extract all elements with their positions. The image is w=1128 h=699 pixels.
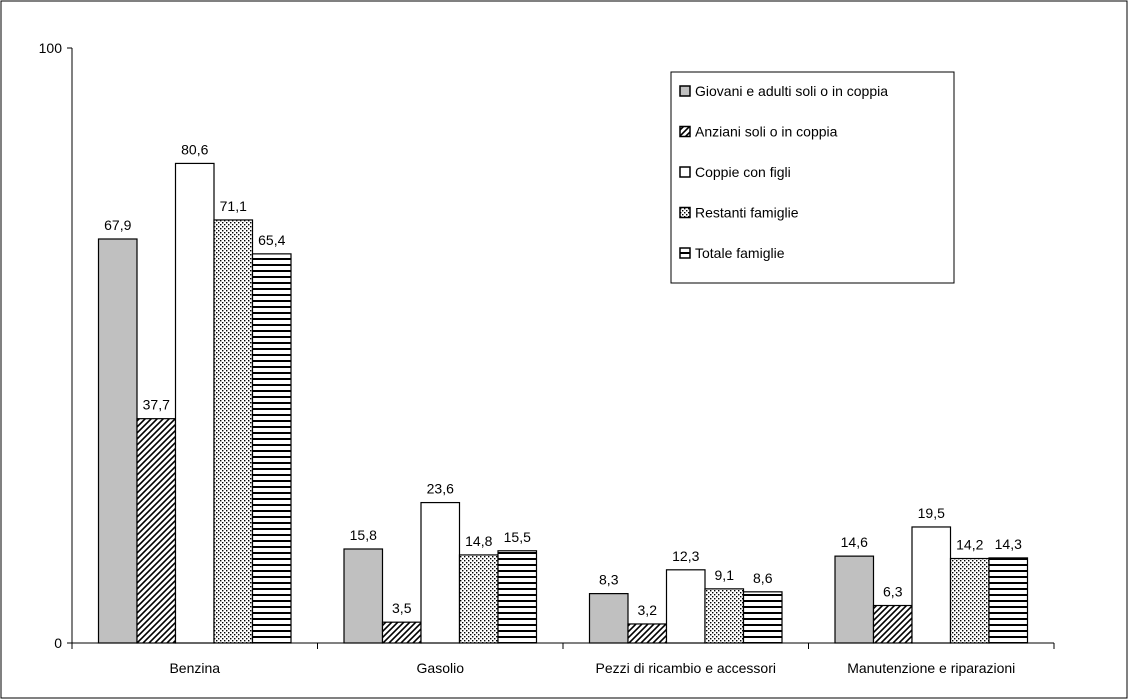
legend: Giovani e adulti soli o in coppia Anziani… <box>670 71 955 284</box>
bar <box>420 501 461 644</box>
legend-swatch <box>679 125 691 138</box>
bar-value-label: 14,3 <box>995 536 1022 552</box>
bars <box>97 162 1029 644</box>
bar-value-label: 37,7 <box>143 397 170 413</box>
category-labels: Benzina Gasolio Pezzi di ricambio e access… <box>169 660 1015 676</box>
bar <box>588 593 629 644</box>
bar <box>834 555 875 644</box>
bar-value-label: 23,6 <box>427 481 454 497</box>
bar <box>251 253 292 644</box>
bar <box>949 557 990 644</box>
axis-ticks: 0 100 <box>39 40 1055 651</box>
bar-value-label: 14,2 <box>956 537 983 553</box>
legend-label: Restanti famiglie <box>695 205 799 221</box>
bar <box>911 526 952 644</box>
legend-swatch <box>679 247 691 259</box>
legend-label: Anziani soli o in coppia <box>695 124 838 140</box>
bar-value-label: 12,3 <box>672 548 699 564</box>
y-tick-label: 100 <box>39 40 63 56</box>
bar-value-label: 3,5 <box>392 600 412 616</box>
bar <box>343 548 384 644</box>
bar-value-label: 9,1 <box>715 567 735 583</box>
legend-label: Giovani e adulti soli o in coppia <box>695 83 888 99</box>
bar-value-label: 15,8 <box>350 527 377 543</box>
bar <box>872 604 913 644</box>
bar <box>213 219 254 644</box>
bar <box>627 623 668 644</box>
category-label: Gasolio <box>417 660 465 676</box>
y-tick-label: 0 <box>54 635 62 651</box>
category-label: Benzina <box>169 660 220 676</box>
bar-value-label: 8,6 <box>753 570 773 586</box>
bar-value-label: 19,5 <box>918 505 945 521</box>
bar-value-label: 14,8 <box>465 533 492 549</box>
legend-swatch <box>679 206 691 219</box>
legend-swatch <box>679 166 691 178</box>
bar <box>97 238 138 644</box>
bar-value-label: 80,6 <box>181 141 208 157</box>
bar <box>665 569 706 644</box>
category-label: Manutenzione e riparazioni <box>847 660 1015 676</box>
bar-value-label: 6,3 <box>883 584 903 600</box>
data-labels: 67,9 37,7 80,6 71,1 65,4 15,8 3,5 23,6 14,8 15,5 8… <box>104 141 1022 618</box>
bar <box>381 621 422 644</box>
bar-value-label: 3,2 <box>638 602 658 618</box>
category-label: Pezzi di ricambio e accessori <box>595 660 776 676</box>
bar <box>458 554 499 644</box>
bar-value-label: 14,6 <box>841 534 868 550</box>
bar-value-label: 65,4 <box>258 232 285 248</box>
legend-swatch <box>679 85 691 97</box>
bar <box>136 418 177 644</box>
bar-value-label: 67,9 <box>104 217 131 233</box>
bar <box>704 588 745 644</box>
bar <box>988 557 1029 644</box>
legend-box <box>670 71 955 284</box>
legend-label: Coppie con figli <box>695 164 791 180</box>
bar <box>174 162 215 644</box>
bar <box>497 550 538 644</box>
bar-value-label: 71,1 <box>220 198 247 214</box>
bar <box>742 591 783 644</box>
bar-value-label: 15,5 <box>504 529 531 545</box>
bar-value-label: 8,3 <box>599 572 619 588</box>
legend-label: Totale famiglie <box>695 245 785 261</box>
